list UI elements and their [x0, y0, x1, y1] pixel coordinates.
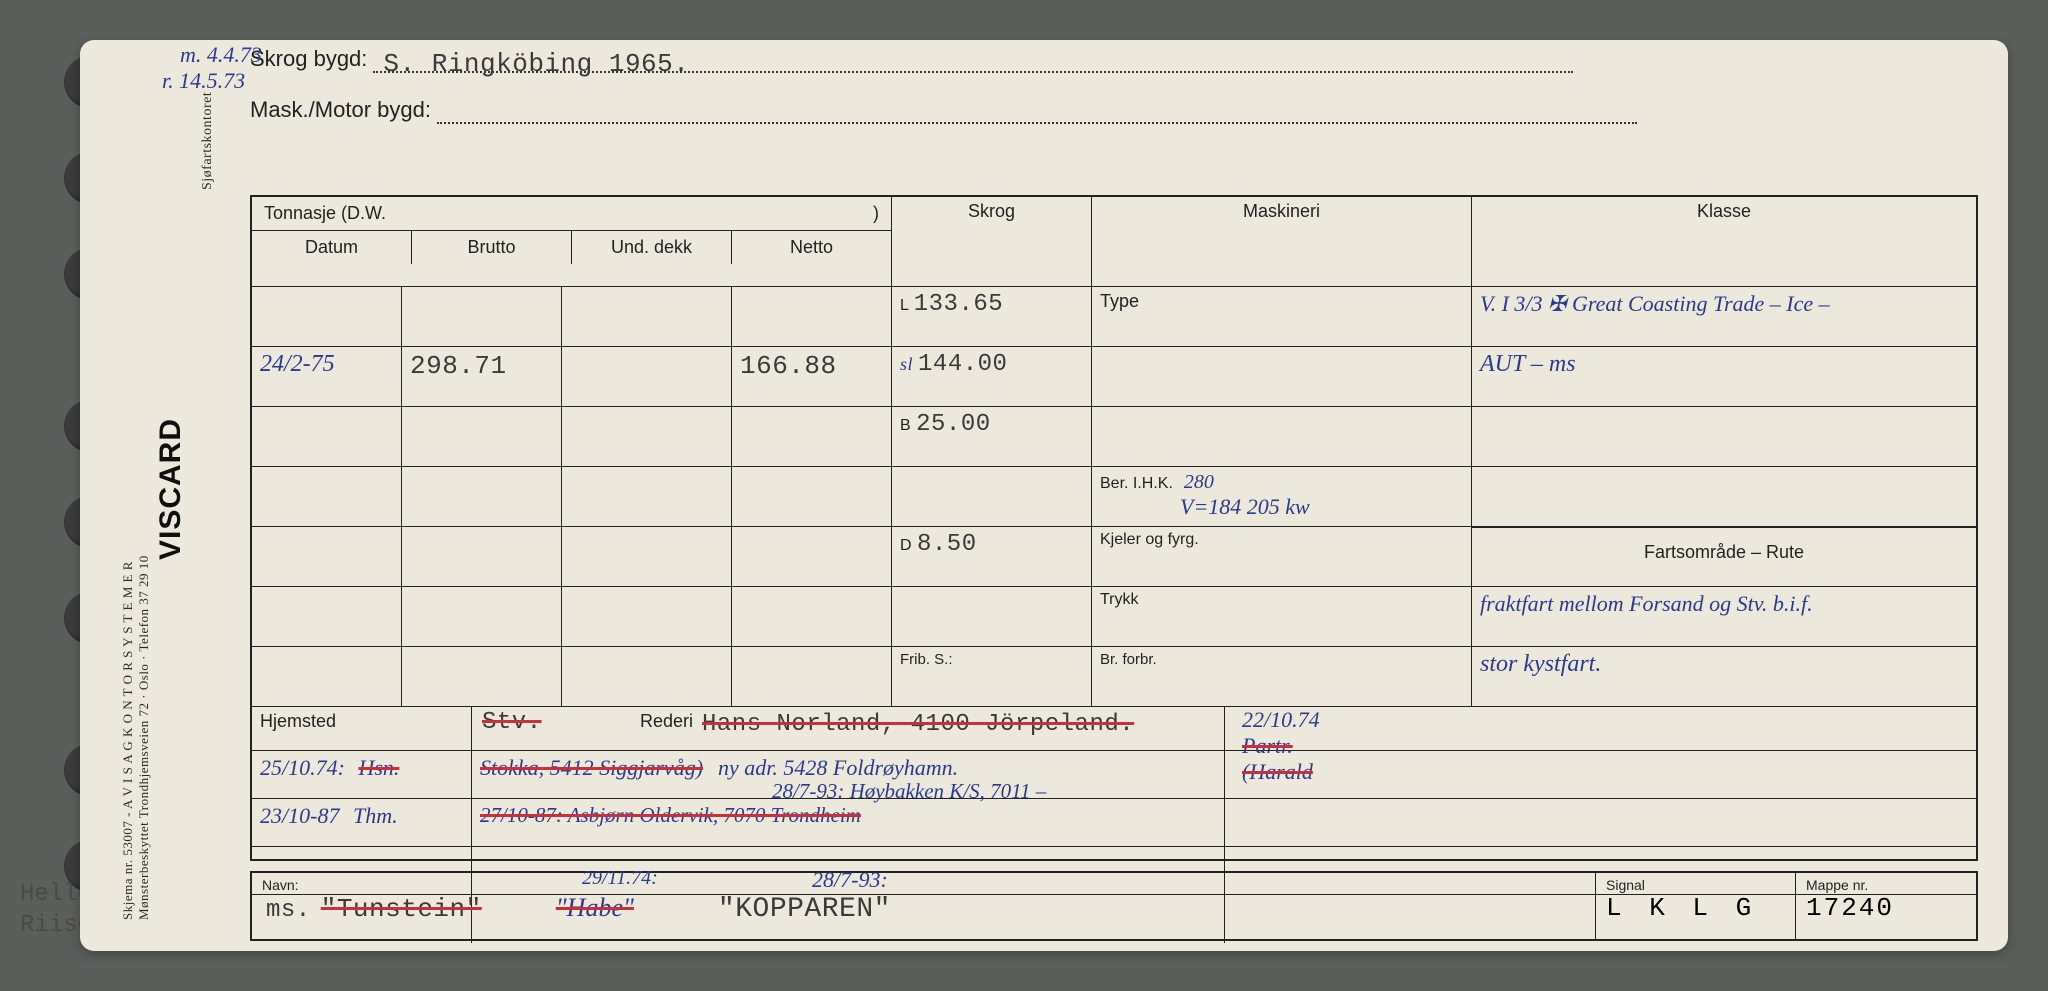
farts-line2: stor kystfart.: [1472, 647, 1976, 706]
navn-label: Navn:: [262, 877, 1585, 893]
grid-row-sl: 24/2-75 298.71 166.88 sl 144.00 AUT – ms: [252, 347, 1976, 407]
grid-row-B: B 25.00: [252, 407, 1976, 467]
hdr-brforbr: Br. forbr.: [1092, 647, 1472, 706]
navn-ms: ms.: [266, 897, 311, 924]
grid-row-D: D 8.50 Kjeler og fyrg. Fartsområde – Rut…: [252, 527, 1976, 587]
hdr-frib: Frib. S.:: [892, 647, 1092, 706]
hdr-kjeler: Kjeler og fyrg.: [1092, 527, 1472, 586]
hj-row1-note: Partr. (Harald: [1242, 733, 1313, 784]
grid-row-ihk: Ber. I.H.K. 280 V=184 205 kw: [252, 467, 1976, 527]
tonn-brutto: 298.71: [402, 347, 562, 406]
mappe-cell: Mappe nr. 17240: [1796, 873, 1976, 939]
skrog-bygd-row: Skrog bygd: S. Ringköbing 1965.: [210, 40, 1988, 75]
hdr-mask: Maskineri: [1092, 197, 1472, 286]
hdr-datum: Datum: [252, 231, 412, 264]
mappe-value: 17240: [1806, 893, 1894, 923]
hdr-ber-ihk: Ber. I.H.K.: [1100, 475, 1173, 492]
hdr-trykk: Trykk: [1092, 587, 1472, 646]
mappe-label: Mappe nr.: [1806, 877, 1966, 893]
tonn-datum: 24/2-75: [252, 347, 402, 406]
hj-row1-hj: Stv.: [482, 709, 542, 736]
navn-cell: Navn: ms. "Tunstein" 29/11.74: "Habe" 28…: [252, 873, 1596, 939]
grid-header-row: Tonnasje (D.W. ) Datum Brutto Und. dekk …: [252, 197, 1976, 287]
index-card: VISCARD Skjema nr. 53007 - A V I S A G K…: [80, 40, 2008, 951]
tonnasje-label: Tonnasje (D.W.: [264, 203, 386, 223]
navn-name3: "KOPPAREN": [718, 894, 891, 925]
content-area: m. 4.4.73 r. 14.5.73 Skrog bygd: S. Ring…: [210, 40, 1988, 951]
hj-row2-note: ny adr. 5428 Foldrøyhamn.: [718, 755, 958, 780]
tonnasje-header: Tonnasje (D.W. ) Datum Brutto Und. dekk …: [252, 197, 892, 286]
hjrow-3: 23/10-87 Thm. 27/10-87: Asbjørn Oldervik…: [252, 799, 1976, 847]
mask-bygd-label: Mask./Motor bygd:: [250, 97, 431, 122]
signal-value: L K L G: [1606, 893, 1757, 923]
tonnasje-close: ): [873, 203, 879, 224]
skrog-B: 25.00: [916, 411, 991, 438]
side-addr: Mønsterbeskyttet Trondhjemsveien 72 · Os…: [136, 555, 152, 920]
brand-viscard: VISCARD: [154, 418, 188, 560]
hjrow-head: Hjemsted Stv. Rederi Hans Norland, 4100 …: [252, 707, 1976, 751]
main-grid: Tonnasje (D.W. ) Datum Brutto Und. dekk …: [250, 195, 1978, 861]
hdr-klasse: Klasse: [1472, 197, 1976, 286]
tonn-netto: 166.88: [732, 347, 892, 406]
side-skjema: Skjema nr. 53007 - A V I S A G K O N T O…: [120, 561, 136, 920]
hjrow-2: 25/10.74: Hsn. Stokka, 5412 Siggjarvåg) …: [252, 751, 1976, 799]
skrog-bygd-value: S. Ringköbing 1965.: [373, 49, 1573, 73]
hj-row3-hj: Thm.: [353, 803, 398, 828]
skrog-L: 133.65: [914, 291, 1003, 318]
ihk-val: 280: [1184, 471, 1214, 493]
bottom-row: Navn: ms. "Tunstein" 29/11.74: "Habe" 28…: [250, 871, 1978, 941]
card-wrapper: Helle Riise VISCARD Skjema nr. 53007 - A…: [20, 20, 2028, 971]
grid-row-L: L 133.65 Type V. I 3/3 ✠ Great Coasting …: [252, 287, 1976, 347]
mask-bygd-value: [437, 100, 1637, 124]
klasse-line2: AUT – ms: [1472, 347, 1976, 406]
grid-row-trykk: Trykk fraktfart mellom Forsand og Stv. b…: [252, 587, 1976, 647]
navn-name2: "Habe": [556, 893, 634, 922]
ihk-hand: V=184 205 kw: [1180, 494, 1310, 519]
skrog-bygd-label: Skrog bygd:: [250, 46, 367, 71]
grid-row-frib: Frib. S.: Br. forbr. stor kystfart.: [252, 647, 1976, 707]
hdr-rederi: Rederi: [640, 711, 693, 731]
farts-line1: fraktfart mellom Forsand og Stv. b.i.f.: [1472, 587, 1976, 646]
hj-row2-rederi: Stokka, 5412 Siggjarvåg): [480, 755, 703, 780]
hj-row2-hj: Hsn.: [358, 755, 399, 780]
tonn-und: [562, 347, 732, 406]
hdr-netto: Netto: [732, 231, 891, 264]
hdr-skrog: Skrog: [892, 197, 1092, 286]
mask-bygd-row: Mask./Motor bygd:: [210, 75, 1988, 126]
hj-row3-date: 23/10-87: [260, 803, 339, 828]
hdr-farts: Fartsområde – Rute: [1472, 527, 1976, 586]
hdr-hjemsted: Hjemsted: [252, 707, 472, 750]
hj-row1-date: 22/10.74: [1242, 707, 1320, 732]
hj-row1-rederi: Hans Norland, 4100 Jörpeland.: [702, 711, 1134, 738]
hdr-type: Type: [1092, 287, 1472, 346]
navn-name1: "Tunstein": [321, 894, 482, 924]
signal-cell: Signal L K L G: [1596, 873, 1796, 939]
hdr-und: Und. dekk: [572, 231, 732, 264]
hj-row3-rederi: 27/10-87: Asbjørn Oldervik, 7070 Trondhe…: [480, 803, 861, 827]
skrog-sl: 144.00: [918, 351, 1007, 378]
hdr-brutto: Brutto: [412, 231, 572, 264]
hj-row2-date: 25/10.74:: [260, 755, 345, 780]
signal-label: Signal: [1606, 877, 1785, 893]
skrog-D: 8.50: [917, 531, 977, 558]
klasse-line1: V. I 3/3 ✠ Great Coasting Trade – Ice –: [1472, 287, 1976, 346]
